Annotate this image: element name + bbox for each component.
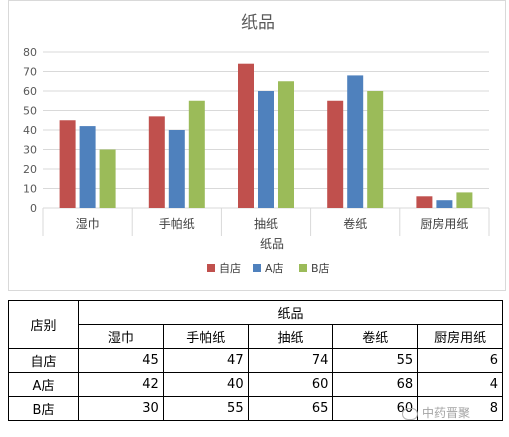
table-cell: 74 [247, 348, 334, 373]
table-cell: 6 [417, 348, 503, 373]
table-row-label: B店 [8, 396, 79, 421]
table-row: B店 30 55 65 60 8 [8, 396, 503, 421]
table-cell: 30 [78, 396, 164, 421]
legend-swatch [253, 264, 261, 272]
table-col-header: 厨房用纸 [417, 324, 503, 349]
bar [258, 91, 274, 208]
data-table: 店别 纸品 湿巾 手帕纸 抽纸 卷纸 厨房用纸 自店 45 47 74 55 6… [8, 300, 503, 421]
table-cell: 65 [247, 396, 334, 421]
y-tick-label: 30 [23, 144, 37, 157]
table-cell: 40 [162, 372, 249, 397]
legend-label: A店 [265, 261, 284, 275]
y-tick-label: 50 [23, 105, 37, 118]
legend-swatch [299, 264, 307, 272]
x-tick-label: 抽纸 [254, 217, 278, 231]
table-cell: 60 [247, 372, 334, 397]
legend-swatch [207, 264, 215, 272]
bar [168, 130, 185, 208]
y-tick-label: 40 [23, 124, 37, 137]
y-tick-label: 60 [23, 85, 37, 98]
bar [367, 91, 384, 208]
bar [238, 63, 254, 209]
bar [416, 196, 433, 208]
table-col-header: 抽纸 [247, 324, 334, 349]
table-cell: 47 [162, 348, 249, 373]
bar [148, 116, 165, 208]
table-col-header: 手帕纸 [162, 324, 249, 349]
bar [188, 100, 205, 208]
bar [456, 192, 473, 208]
table-row-label: A店 [8, 372, 79, 397]
table-col-header: 卷纸 [332, 324, 419, 349]
table-header-row-2: 湿巾 手帕纸 抽纸 卷纸 厨房用纸 [9, 324, 503, 349]
bar [278, 81, 294, 208]
bar [59, 120, 76, 208]
table-row: 自店 45 47 74 55 6 [8, 348, 503, 373]
watermark: 中药晋聚 [402, 404, 470, 421]
bar [99, 149, 116, 208]
table-cell: 55 [332, 348, 419, 373]
table-cell: 55 [162, 396, 249, 421]
wechat-icon [402, 407, 418, 420]
table-cell: 8 [417, 396, 503, 421]
y-tick-label: 80 [23, 46, 37, 59]
chart-title: 纸品 [241, 13, 275, 33]
y-tick-label: 10 [23, 183, 37, 196]
x-tick-label: 厨房用纸 [420, 216, 468, 231]
table-header-row-1: 店别 纸品 [8, 300, 503, 349]
table-group-header: 纸品 [78, 300, 503, 325]
x-tick-label: 湿巾 [76, 216, 100, 231]
table-corner-header: 店别 [8, 300, 79, 349]
bar [347, 75, 364, 209]
x-tick-label: 手帕纸 [159, 216, 195, 231]
legend-label: B店 [311, 261, 330, 275]
table-col-header: 湿巾 [78, 324, 164, 349]
bar [327, 100, 344, 208]
bar [79, 126, 96, 208]
table-row-label: 自店 [8, 348, 79, 373]
y-tick-label: 70 [23, 66, 37, 79]
x-tick-label: 卷纸 [343, 216, 367, 231]
x-axis-title: 纸品 [260, 237, 284, 251]
table-cell: 68 [332, 372, 419, 397]
table-cell: 42 [78, 372, 164, 397]
chart-container: 纸品 0 10 20 30 40 50 60 70 80 湿巾 手帕纸 抽纸 卷纸 厨房用纸 纸品 自店 A店 B店 [8, 0, 506, 291]
watermark-text: 中药晋聚 [422, 406, 471, 420]
y-tick-label: 0 [30, 202, 37, 215]
table-row: A店 42 40 60 68 4 [8, 372, 503, 397]
table-cell: 45 [78, 348, 164, 373]
bar [436, 200, 453, 208]
legend-label: 自店 [219, 261, 241, 275]
table-cell: 4 [417, 372, 503, 397]
y-tick-label: 20 [23, 163, 37, 176]
